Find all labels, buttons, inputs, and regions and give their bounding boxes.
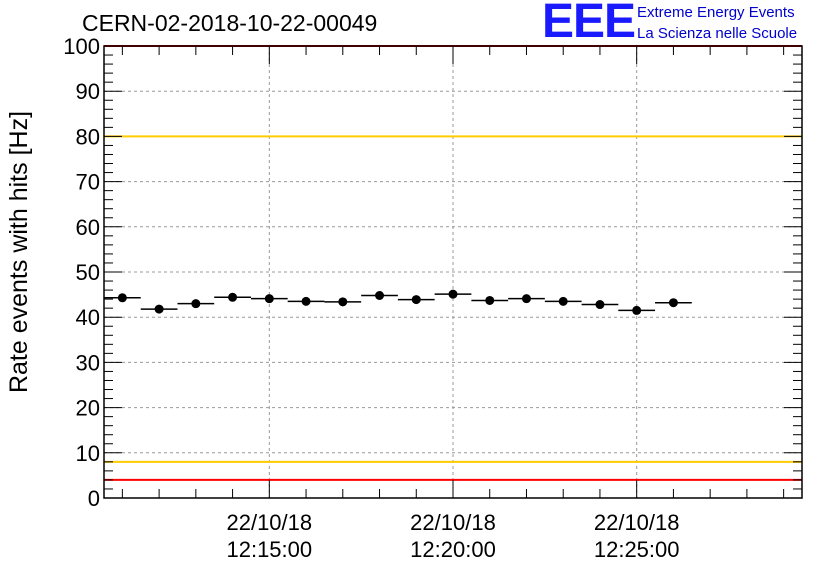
data-point xyxy=(595,300,605,310)
y-tick-label: 50 xyxy=(76,260,100,285)
logo-line-1: Extreme Energy Events xyxy=(637,4,795,21)
data-point xyxy=(558,296,568,306)
y-tick-label: 100 xyxy=(63,34,100,59)
x-tick-time: 12:15:00 xyxy=(226,537,312,562)
logo-letters: EEE xyxy=(542,0,636,48)
chart-title: CERN-02-2018-10-22-00049 xyxy=(82,10,378,36)
y-tick-label: 80 xyxy=(76,124,100,149)
data-point xyxy=(301,296,311,306)
data-point xyxy=(521,294,531,304)
axis-ticks xyxy=(104,45,802,499)
y-tick-label: 30 xyxy=(76,350,100,375)
data-point xyxy=(228,292,238,302)
data-point xyxy=(632,305,642,315)
x-tick-date: 22/10/18 xyxy=(410,510,496,535)
data-point xyxy=(264,294,274,304)
y-tick-label: 0 xyxy=(88,486,100,511)
x-tick-time: 12:20:00 xyxy=(410,537,496,562)
data-point xyxy=(668,298,678,308)
data-point xyxy=(448,289,458,299)
data-points xyxy=(104,289,692,315)
y-tick-label: 70 xyxy=(76,170,100,195)
x-tick-date: 22/10/18 xyxy=(594,510,680,535)
logo-line-2: La Scienza nelle Scuole xyxy=(637,25,798,42)
y-axis-title: Rate events with hits [Hz] xyxy=(5,111,33,393)
data-point xyxy=(375,291,385,301)
tick-labels: 010203040506070809010022/10/1812:15:0022… xyxy=(63,34,679,562)
data-point xyxy=(485,295,495,305)
data-point xyxy=(191,299,201,309)
data-point xyxy=(411,295,421,305)
y-tick-label: 10 xyxy=(76,441,100,466)
eee-logo: EEE Extreme Energy Events La Scienza nel… xyxy=(542,0,832,48)
y-tick-label: 90 xyxy=(76,79,100,104)
x-tick-date: 22/10/18 xyxy=(226,510,312,535)
x-tick-time: 12:25:00 xyxy=(594,537,680,562)
data-point xyxy=(154,304,164,314)
grid-lines xyxy=(104,46,802,498)
y-tick-label: 40 xyxy=(76,305,100,330)
y-tick-label: 60 xyxy=(76,215,100,240)
data-point xyxy=(338,297,348,307)
plot-frame xyxy=(103,45,803,499)
data-point xyxy=(117,293,127,303)
y-tick-label: 20 xyxy=(76,396,100,421)
